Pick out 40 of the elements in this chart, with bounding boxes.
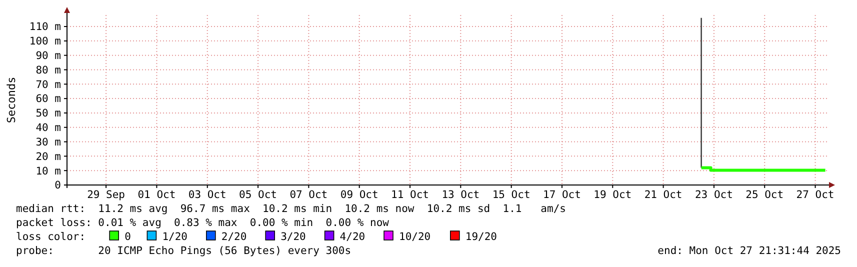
text: end: Mon Oct 27 21:31:44 2025 bbox=[658, 245, 841, 257]
legend-label: 10/20 bbox=[399, 231, 431, 243]
x-tick-label: 15 Oct bbox=[492, 189, 530, 201]
x-tick-label: 13 Oct bbox=[442, 189, 480, 201]
x-tick-label: 25 Oct bbox=[746, 189, 784, 201]
y-tick-label: 20 m bbox=[36, 150, 61, 163]
y-axis-title: Seconds bbox=[5, 76, 18, 124]
legend-label: 1/20 bbox=[162, 231, 188, 243]
legend-label: 0 bbox=[124, 231, 131, 243]
y-tick-label: 0 bbox=[54, 180, 61, 192]
legend-label: 19/20 bbox=[465, 231, 498, 243]
x-tick-label: 19 Oct bbox=[594, 189, 632, 201]
x-tick-label: 27 Oct bbox=[796, 189, 834, 201]
x-tick-label: 29 Sep bbox=[87, 189, 126, 201]
x-tick-label: 11 Oct bbox=[391, 189, 429, 201]
x-tick-label: 23 Oct bbox=[694, 189, 733, 201]
x-tick-label: 09 Oct bbox=[340, 189, 378, 201]
x-tick-label: 01 Oct bbox=[138, 189, 176, 201]
x-tick-label: 07 Oct bbox=[290, 189, 328, 201]
y-tick-label: 50 m bbox=[36, 108, 61, 120]
text: packet loss: 0.01 % avg 0.83 % max 0.00 % min 0.00 % now bbox=[16, 217, 390, 229]
legend-label: 4/20 bbox=[340, 231, 366, 243]
y-tick-label: 60 m bbox=[36, 93, 61, 106]
y-tick-label: 90 m bbox=[36, 50, 61, 62]
legend-title: loss color: bbox=[16, 231, 86, 243]
text: probe: 20 ICMP Echo Pings (56 Bytes) every 300s bbox=[16, 245, 352, 257]
text: median rtt: 11.2 ms avg 96.7 ms max 10.2 ms min 10.2 ms now 10.2 ms sd 1.1 am/s bbox=[16, 203, 566, 215]
x-tick-label: 21 Oct bbox=[644, 189, 682, 201]
legend-label: 3/20 bbox=[280, 231, 306, 243]
y-tick-label: 110 m bbox=[29, 21, 61, 34]
x-tick-label: 05 Oct bbox=[239, 189, 277, 201]
y-tick-label: 80 m bbox=[36, 64, 61, 76]
y-tick-label: 30 m bbox=[36, 136, 61, 148]
y-tick-label: 70 m bbox=[36, 78, 61, 91]
x-tick-label: 17 Oct bbox=[543, 189, 581, 201]
x-tick-label: 03 Oct bbox=[188, 189, 226, 201]
y-tick-label: 100 m bbox=[29, 36, 61, 48]
y-tick-label: 10 m bbox=[36, 165, 61, 178]
legend-label: 2/20 bbox=[221, 231, 247, 243]
y-tick-label: 40 m bbox=[36, 122, 61, 134]
